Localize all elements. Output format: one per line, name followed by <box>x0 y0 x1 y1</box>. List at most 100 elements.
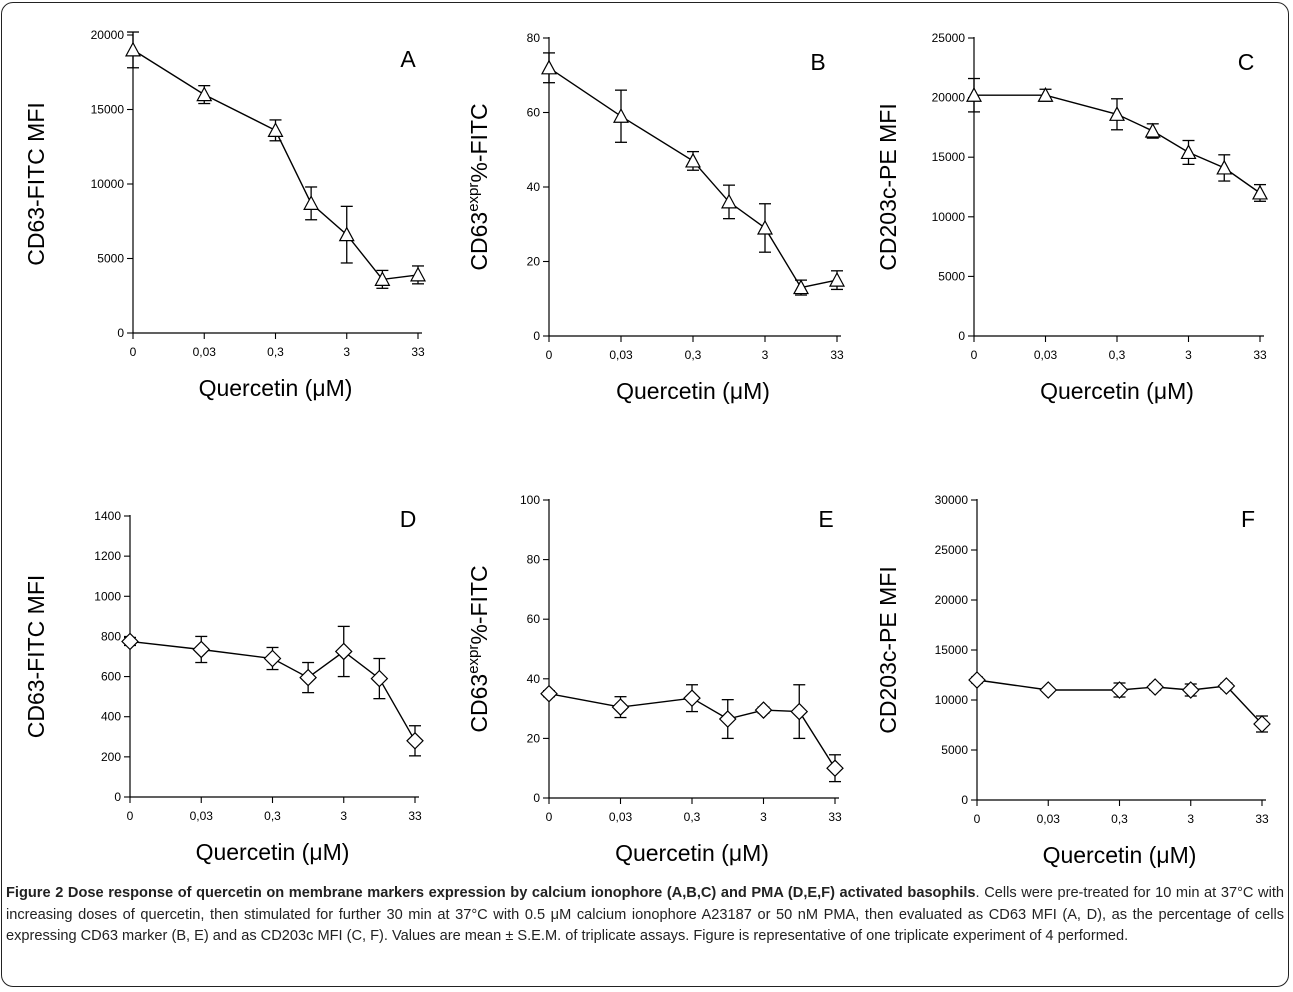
y-tick-label: 30000 <box>935 493 969 507</box>
data-point-diamond <box>263 649 282 668</box>
data-point-triangle <box>540 59 558 75</box>
y-tick-label: 10000 <box>91 177 125 191</box>
data-point-triangle <box>1144 122 1161 138</box>
x-tick-label: 3 <box>762 348 769 362</box>
data-point-diamond <box>1110 681 1129 699</box>
series-line <box>548 67 838 289</box>
y-tick-label: 20 <box>527 731 541 745</box>
y-tick-label: 800 <box>101 629 121 643</box>
y-axis-label: CD203c-PE MFI <box>875 103 901 270</box>
y-tick-label: 0 <box>958 329 965 343</box>
x-tick-label: 0 <box>974 812 981 826</box>
data-point-triangle <box>684 152 702 168</box>
panel-letter: F <box>1241 506 1255 532</box>
x-axis-label: Quercetin (μM) <box>1043 842 1197 868</box>
data-point-diamond <box>718 710 737 728</box>
y-tick-label: 80 <box>527 553 541 567</box>
data-point-diamond <box>334 642 353 661</box>
y-axis-label: CD63-FITC MFI <box>23 102 49 266</box>
data-point-diamond <box>1146 678 1164 696</box>
x-tick-label: 0,03 <box>193 345 217 359</box>
x-tick-label: 0,3 <box>685 348 702 362</box>
y-tick-label: 0 <box>117 326 124 340</box>
x-axis-label: Quercetin (μM) <box>1040 378 1194 404</box>
x-tick-label: 0,3 <box>1111 812 1128 826</box>
data-point-diamond <box>1253 715 1271 733</box>
x-tick-label: 0,03 <box>609 810 633 824</box>
y-tick-label: 0 <box>533 791 540 805</box>
x-tick-label: 3 <box>340 809 347 823</box>
data-point-diamond <box>406 731 424 750</box>
x-tick-label: 33 <box>411 345 425 359</box>
x-tick-label: 0 <box>130 345 137 359</box>
y-tick-label: 1000 <box>94 589 121 603</box>
data-point-triangle <box>303 195 320 210</box>
data-point-diamond <box>121 632 139 651</box>
x-tick-label: 33 <box>408 809 422 823</box>
x-tick-label: 0,03 <box>190 809 214 823</box>
data-point-diamond <box>192 640 211 659</box>
x-axis-label: Quercetin (μM) <box>616 378 770 404</box>
x-tick-label: 0,03 <box>609 348 633 362</box>
x-tick-label: 33 <box>828 810 842 824</box>
data-point-triangle <box>196 86 213 102</box>
y-tick-label: 40 <box>527 672 541 686</box>
x-tick-label: 3 <box>760 810 767 824</box>
y-tick-label: 400 <box>101 710 121 724</box>
y-tick-label: 15000 <box>91 103 125 117</box>
data-point-diamond <box>299 668 317 687</box>
x-tick-label: 0 <box>127 809 134 823</box>
panel-letter: D <box>400 506 417 532</box>
data-point-triangle <box>1216 159 1233 175</box>
y-axis-label: CD203c-PE MFI <box>875 566 901 733</box>
data-point-triangle <box>338 226 355 242</box>
x-tick-label: 33 <box>1255 812 1269 826</box>
x-tick-label: 3 <box>1185 348 1192 362</box>
x-tick-label: 0 <box>971 348 978 362</box>
y-tick-label: 5000 <box>941 743 968 757</box>
data-point-diamond <box>1039 681 1058 699</box>
panel-letter: A <box>400 46 416 72</box>
data-point-triangle <box>612 107 630 123</box>
x-tick-label: 3 <box>1187 812 1194 826</box>
data-point-diamond <box>370 669 389 688</box>
data-point-diamond <box>1181 681 1200 699</box>
y-tick-label: 15000 <box>932 150 966 164</box>
y-tick-label: 10000 <box>932 210 966 224</box>
caption-title: Figure 2 Dose response of quercetin on m… <box>6 885 976 901</box>
data-point-triangle <box>124 41 142 57</box>
data-point-triangle <box>720 193 738 209</box>
x-tick-label: 3 <box>343 345 350 359</box>
data-point-diamond <box>754 701 773 719</box>
y-tick-label: 5000 <box>938 269 965 283</box>
x-tick-label: 0 <box>546 810 553 824</box>
x-tick-label: 0,3 <box>264 809 281 823</box>
data-point-triangle <box>1108 106 1126 121</box>
x-tick-label: 0 <box>546 348 553 362</box>
x-tick-label: 0,03 <box>1037 812 1061 826</box>
x-tick-label: 0,03 <box>1034 348 1058 362</box>
x-axis-label: Quercetin (μM) <box>196 839 350 865</box>
y-axis-label: CD63-FITC MFI <box>23 575 49 739</box>
y-tick-label: 20 <box>527 255 541 269</box>
panel-letter: B <box>810 49 825 75</box>
x-tick-label: 0,3 <box>1109 348 1126 362</box>
x-tick-label: 0,3 <box>684 810 701 824</box>
x-tick-label: 0,3 <box>267 345 284 359</box>
data-point-diamond <box>683 689 701 708</box>
data-point-triangle <box>828 271 846 287</box>
y-tick-label: 0 <box>961 793 968 807</box>
y-tick-label: 20000 <box>935 593 969 607</box>
data-point-triangle <box>374 271 391 286</box>
y-axis-label: CD63expr%-FITC <box>465 103 492 270</box>
x-axis-label: Quercetin (μM) <box>615 840 769 866</box>
y-tick-label: 60 <box>527 612 541 626</box>
x-tick-label: 33 <box>1253 348 1267 362</box>
y-tick-label: 25000 <box>932 31 966 45</box>
y-tick-label: 60 <box>527 106 541 120</box>
y-tick-label: 600 <box>101 670 121 684</box>
y-tick-label: 1200 <box>94 549 121 563</box>
